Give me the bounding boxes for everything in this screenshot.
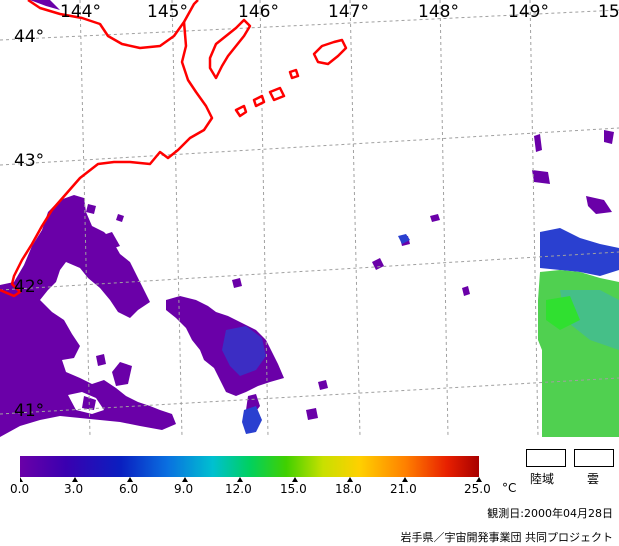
graticule xyxy=(0,0,619,437)
lon-label-148: 148° xyxy=(418,2,459,22)
lon-label-145: 145° xyxy=(147,2,188,22)
lat-label-43: 43° xyxy=(14,151,45,171)
lat-label-42: 42° xyxy=(14,277,45,297)
lat-label-41: 41° xyxy=(14,401,45,421)
sst-warm-region xyxy=(538,270,619,437)
colorbar-tick-21: 21.0 xyxy=(390,482,417,496)
colorbar-tick-0: 0.0 xyxy=(10,482,30,496)
cloud-legend-label: 雲 xyxy=(587,472,600,486)
colorbar-tick-9: 9.0 xyxy=(174,482,194,496)
coastline xyxy=(0,0,348,298)
land-legend-label: 陸域 xyxy=(530,472,555,486)
colorbar-tick-6: 6.0 xyxy=(119,482,139,496)
sst-mid-region xyxy=(222,228,619,434)
colorbar-tick-15: 15.0 xyxy=(280,482,307,496)
colorbar-tick-18: 18.0 xyxy=(335,482,362,496)
temperature-colorbar xyxy=(20,456,479,477)
credit-text: 岩手県／宇宙開発事業団 共同プロジェクト xyxy=(400,531,614,544)
colorbar-tick-12: 12.0 xyxy=(225,482,252,496)
sst-corner xyxy=(30,0,60,10)
observation-date: 観測日:2000年04月28日 xyxy=(487,507,613,520)
lon-label-147: 147° xyxy=(328,2,369,22)
cloud-legend-box xyxy=(574,449,614,467)
lon-label-144: 144° xyxy=(60,2,101,22)
temperature-unit: °C xyxy=(502,481,517,495)
colorbar-ticks xyxy=(20,477,482,482)
lon-label-146: 146° xyxy=(238,2,279,22)
sst-map xyxy=(0,0,619,437)
colorbar-tick-3: 3.0 xyxy=(64,482,84,496)
lon-label-150: 15 xyxy=(598,2,619,22)
colorbar-tick-25: 25.0 xyxy=(464,482,491,496)
land-legend-box xyxy=(526,449,566,467)
lat-label-44: 44° xyxy=(14,27,45,47)
lon-label-149: 149° xyxy=(508,2,549,22)
